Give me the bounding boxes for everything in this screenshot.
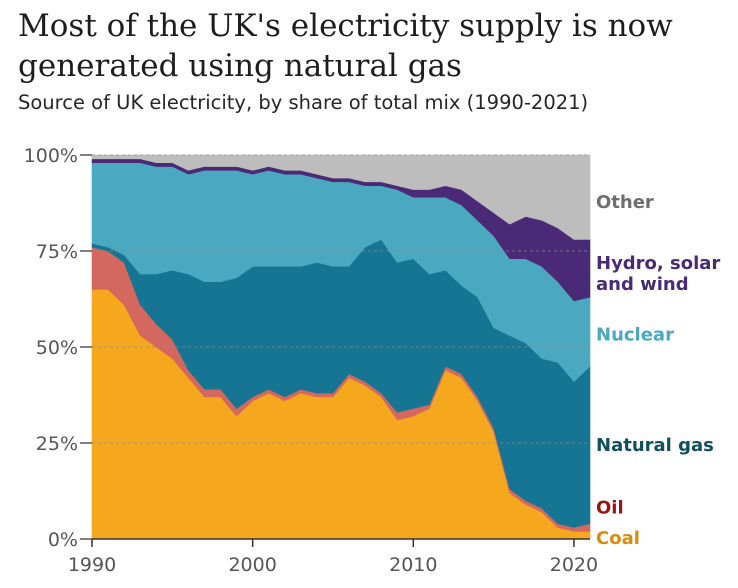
series-label-nuclear: Nuclear [596,325,674,346]
x-tick-label: 2000 [228,554,276,576]
y-tick-label: 75% [36,241,78,263]
y-tick-label: 25% [36,433,78,455]
axis-layer: 0% 25% 50% 75% 100% 1990 2000 2010 2020 [24,145,598,576]
y-tick-label: 100% [24,145,78,167]
x-tick-label: 2010 [389,554,437,576]
series-label-coal: Coal [596,528,640,549]
areas-layer [91,154,591,540]
chart-subtitle: Source of UK electricity, by share of to… [18,91,589,114]
series-label-other: Other [596,192,654,213]
series-labels-layer: Coal Oil Natural gas Nuclear Hydro, solar and… [596,192,720,549]
x-tick-label: 1990 [68,554,116,576]
y-tick-label: 0% [48,529,78,551]
grid-layer [92,154,590,444]
series-label-hydro-solar-and-wind: Hydro, solar and wind [596,253,720,295]
series-label-oil: Oil [596,497,624,518]
x-tick-label: 2020 [550,554,598,576]
y-tick-label: 50% [36,337,78,359]
chart-title: Most of the UK's electricity supply is n… [18,8,673,84]
series-label-natural-gas: Natural gas [596,435,714,456]
area-other [91,154,591,240]
